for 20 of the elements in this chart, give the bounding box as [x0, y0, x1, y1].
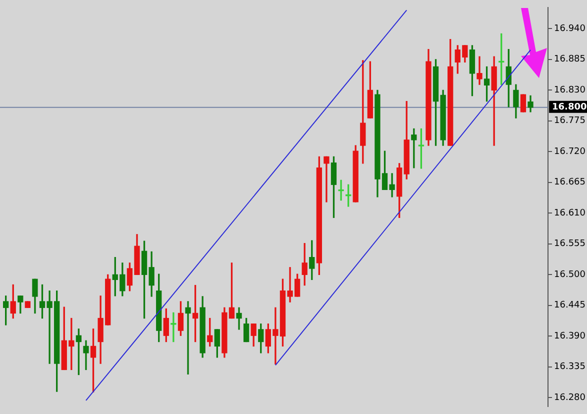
y-tick-label: 16.830: [554, 85, 586, 96]
candlestick: [236, 307, 242, 330]
y-tick-label: 16.720: [554, 146, 586, 157]
candlestick: [476, 56, 482, 85]
y-tick-label: 16.665: [554, 178, 586, 188]
y-tick-label: 16.500: [554, 270, 586, 280]
y-tick-label: 16.885: [554, 54, 586, 65]
candlestick: [338, 180, 344, 201]
candlestick: [185, 301, 191, 374]
y-tick-label: 16.335: [554, 362, 586, 372]
y-tick-label: 16.280: [554, 393, 586, 403]
y-tick-label: 16.775: [554, 116, 586, 126]
y-tick-label: 16.390: [554, 331, 586, 342]
y-tick-label: 16.555: [554, 239, 586, 250]
candlestick: [324, 156, 330, 202]
candlestick: [170, 312, 176, 342]
y-tick-label: 16.445: [554, 300, 586, 311]
ref-line-label: 16.800: [552, 102, 587, 112]
y-tick-label: 16.610: [554, 208, 586, 218]
y-tick-label: 16.940: [554, 24, 586, 34]
